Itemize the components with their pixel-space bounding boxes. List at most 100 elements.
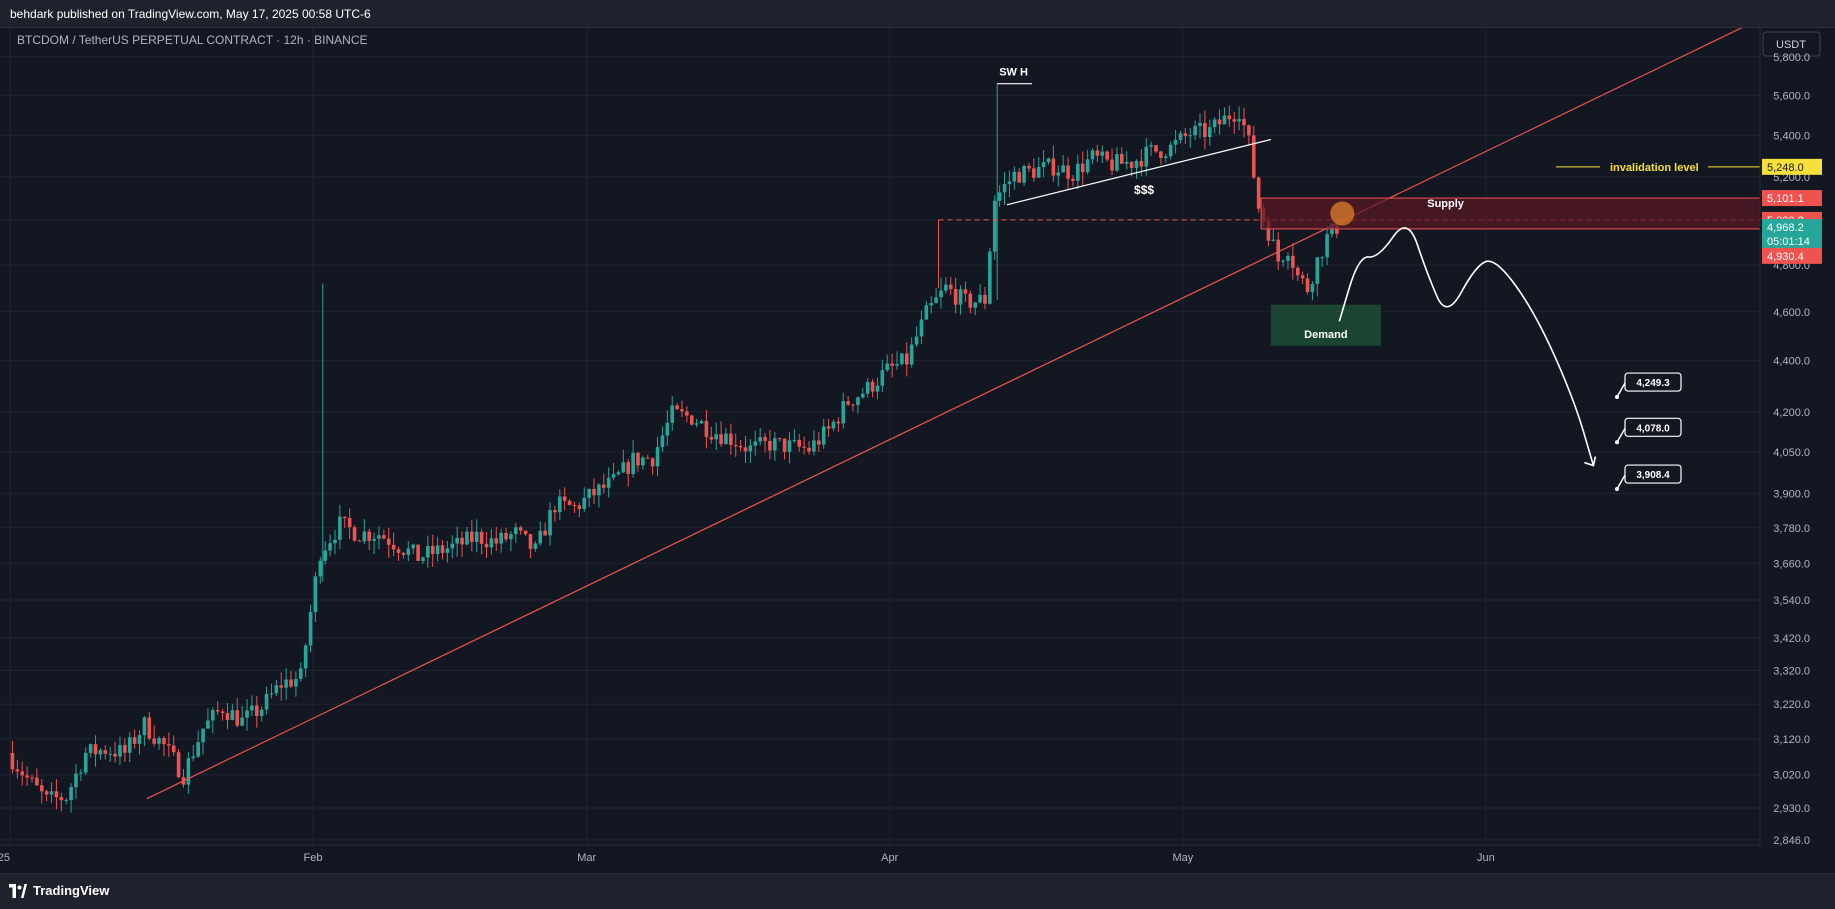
candle — [983, 294, 987, 304]
trend-line[interactable] — [146, 28, 1760, 800]
candle — [215, 710, 220, 712]
candle — [74, 773, 78, 788]
target-label: 4,078.0 — [1636, 423, 1670, 434]
price-tick-label: 2,846.0 — [1773, 835, 1810, 847]
candle — [127, 737, 132, 753]
candle — [645, 457, 650, 459]
candle — [680, 409, 684, 412]
candle — [1115, 154, 1119, 171]
candle — [318, 560, 323, 577]
candle — [968, 293, 973, 308]
candle — [670, 405, 675, 423]
candle — [758, 437, 762, 442]
candle — [1027, 165, 1031, 169]
candle — [391, 544, 396, 550]
time-tick-label: Jun — [1477, 852, 1495, 864]
candle — [548, 510, 552, 536]
currency-button[interactable] — [1762, 31, 1821, 57]
candle — [1071, 178, 1075, 181]
candle — [1105, 151, 1109, 160]
candle — [15, 769, 20, 772]
candle — [934, 297, 938, 303]
candle — [518, 527, 523, 531]
candle — [235, 710, 240, 726]
candle — [88, 744, 93, 753]
candle — [719, 434, 723, 445]
candle — [743, 447, 748, 452]
candle — [523, 530, 528, 535]
candle — [543, 530, 547, 536]
candle — [1012, 171, 1017, 182]
published-text: behdark published on TradingView.com, Ma… — [10, 7, 371, 21]
candle — [821, 426, 826, 445]
candle — [294, 678, 298, 687]
candle — [386, 538, 391, 545]
candle — [860, 393, 865, 398]
target-dot — [1615, 487, 1619, 492]
candle — [49, 791, 54, 795]
candle — [406, 548, 411, 555]
candle — [1056, 172, 1061, 176]
candle — [895, 364, 899, 366]
candle — [250, 705, 254, 711]
candle — [259, 709, 264, 717]
candle — [606, 477, 611, 488]
candle — [1266, 221, 1271, 241]
price-badge-label: 4,930.4 — [1767, 251, 1804, 263]
target-box[interactable] — [1624, 417, 1682, 437]
target-box[interactable] — [1624, 464, 1682, 484]
price-axis[interactable] — [1760, 28, 1835, 845]
candle — [988, 251, 992, 304]
candle — [1051, 158, 1056, 176]
demand-zone[interactable] — [1270, 304, 1381, 346]
candle — [1310, 283, 1315, 292]
candle — [93, 744, 98, 755]
candle — [83, 752, 88, 773]
candle — [1120, 154, 1124, 164]
candle — [137, 735, 142, 744]
candle — [484, 543, 489, 548]
candle — [1129, 161, 1134, 168]
candle — [1325, 234, 1329, 258]
candle — [264, 693, 269, 710]
liquidity-line[interactable] — [1006, 138, 1272, 206]
candle — [514, 527, 518, 535]
projection-path[interactable] — [1338, 227, 1595, 466]
candle — [274, 685, 279, 694]
target-box[interactable] — [1624, 372, 1682, 392]
candle — [973, 302, 978, 308]
publisher-bar: behdark published on TradingView.com, Ma… — [0, 0, 1835, 28]
price-chart[interactable]: BTCDOM / TetherUS PERPETUAL CONTRACT · 1… — [0, 28, 1835, 873]
candle — [416, 544, 420, 561]
candle — [919, 319, 924, 337]
candle — [333, 539, 337, 544]
price-tick-label: 4,200.0 — [1773, 407, 1810, 419]
candle — [313, 576, 318, 613]
candle — [1061, 165, 1065, 173]
candle — [79, 772, 83, 774]
time-axis[interactable] — [0, 846, 1835, 873]
candle — [851, 404, 855, 406]
candle — [963, 289, 968, 294]
candle — [1281, 260, 1285, 262]
price-tick-label: 5,800.0 — [1773, 52, 1810, 64]
candle — [797, 439, 802, 447]
target-pointer — [1616, 382, 1626, 398]
candle — [650, 458, 655, 467]
candle — [1217, 119, 1222, 125]
current-price-label: 4,968.2 — [1767, 222, 1804, 234]
candle — [787, 440, 792, 452]
candle — [142, 717, 147, 736]
candle — [587, 488, 591, 498]
candle — [689, 415, 694, 425]
plot-area[interactable] — [0, 28, 1760, 845]
candle — [768, 440, 772, 451]
candle — [1124, 161, 1129, 164]
candle — [108, 753, 112, 755]
candle — [347, 518, 352, 528]
candle — [1134, 160, 1139, 168]
candle — [338, 516, 342, 540]
candle — [997, 192, 1002, 201]
candle — [421, 557, 425, 561]
price-tick-label: 3,320.0 — [1773, 666, 1810, 678]
